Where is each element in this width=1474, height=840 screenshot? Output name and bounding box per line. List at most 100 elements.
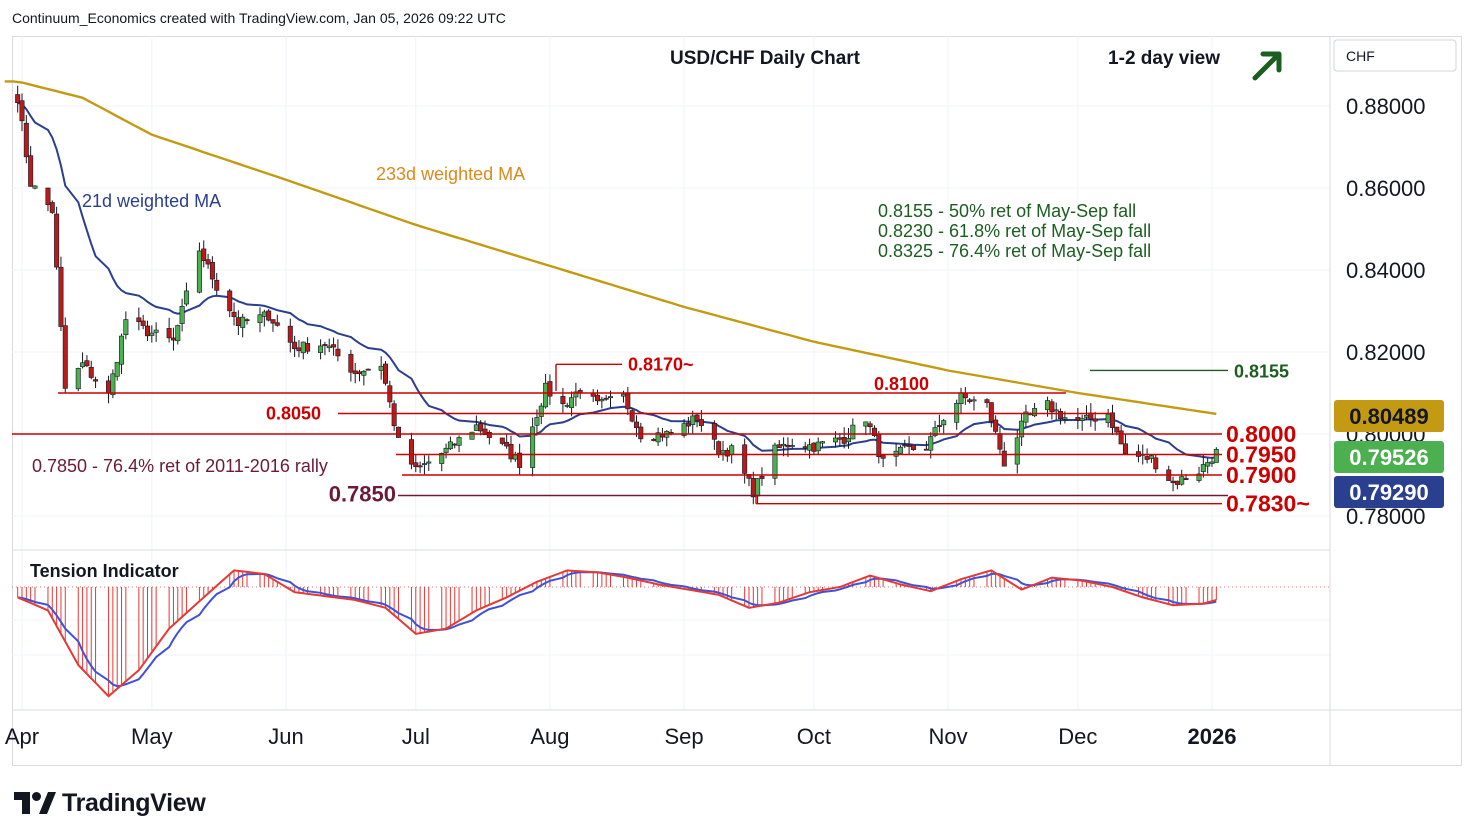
candle <box>28 146 34 187</box>
candle-body <box>841 437 847 444</box>
candle <box>482 420 488 436</box>
time-axis[interactable]: Apr May Jun Jul Aug Sep Oct Nov Dec 2026 <box>5 724 1237 749</box>
last-price-tag: 0.79526 <box>1334 441 1444 473</box>
view-label: 1-2 day view <box>1108 48 1220 69</box>
candle-body <box>244 319 250 322</box>
candle <box>270 319 276 332</box>
candle <box>871 425 877 438</box>
candle-body <box>391 403 397 427</box>
candle-body <box>785 444 791 448</box>
candle-body <box>716 441 722 456</box>
candle <box>625 386 631 415</box>
candle-body <box>378 365 384 371</box>
ma233-annotation: 233d weighted MA <box>376 164 525 184</box>
candle <box>499 437 505 446</box>
candle <box>322 341 328 356</box>
tradingview-logo-icon <box>14 792 56 814</box>
currency-box[interactable] <box>1333 39 1457 72</box>
candle <box>84 355 90 368</box>
candle-body <box>958 392 964 405</box>
candle-body <box>1122 443 1128 455</box>
candle <box>486 430 492 445</box>
level-label-0.7850: 0.7850 <box>329 482 396 507</box>
tradingview-logo[interactable]: TradingView <box>14 788 206 818</box>
candle <box>408 432 414 470</box>
candle-body <box>923 448 929 451</box>
candle-body <box>469 431 475 440</box>
candle <box>1122 433 1128 455</box>
candle <box>452 443 458 449</box>
candle-body <box>482 428 488 436</box>
candle-body <box>54 213 60 268</box>
candle <box>382 361 388 386</box>
candle-body <box>305 343 311 352</box>
candle-body <box>651 439 657 441</box>
candle-body <box>205 259 211 265</box>
candle-body <box>820 441 826 444</box>
candle-body <box>603 397 609 400</box>
candle <box>110 369 116 399</box>
price-tick-label: 0.78000 <box>1346 504 1426 529</box>
candle-body <box>997 433 1003 450</box>
candle <box>651 438 657 442</box>
candle-body <box>292 341 298 350</box>
candle-body <box>49 202 55 213</box>
candle <box>292 335 298 358</box>
candle-body <box>608 396 614 399</box>
candle <box>326 338 332 353</box>
candle-body <box>941 420 947 426</box>
candle-body <box>781 443 787 447</box>
candle <box>781 437 787 457</box>
candle-body <box>201 248 207 261</box>
candle <box>807 438 813 459</box>
candle <box>93 376 99 389</box>
candle-body <box>867 423 873 428</box>
candle-body <box>261 311 267 317</box>
candle-body <box>361 371 367 376</box>
candle <box>1174 480 1180 490</box>
candle-body <box>1049 401 1055 413</box>
candle-body <box>452 443 458 446</box>
candle <box>214 272 220 296</box>
candle <box>1049 399 1055 420</box>
candle <box>910 444 916 451</box>
candle <box>123 311 129 340</box>
candle-body <box>893 450 899 457</box>
candle-body <box>1105 413 1111 424</box>
candle-body <box>897 446 903 454</box>
candle-body <box>170 337 176 341</box>
level-label-0.8050: 0.8050 <box>266 404 321 424</box>
candle-body <box>1179 476 1185 485</box>
candle-body <box>352 370 358 374</box>
candle-body <box>149 332 155 336</box>
candle <box>1144 448 1150 464</box>
candle-body <box>357 371 363 374</box>
candle <box>15 85 21 113</box>
candle-body <box>382 363 388 384</box>
candle-body <box>742 444 748 474</box>
fib-annotation-2: 0.8230 - 61.8% ret of May-Sep fall <box>878 221 1151 241</box>
candle <box>1092 411 1098 431</box>
candle <box>413 454 419 473</box>
candle-body <box>512 454 518 460</box>
candle <box>114 361 120 381</box>
candle-body <box>123 319 129 335</box>
candle <box>331 337 337 356</box>
candle <box>897 445 903 454</box>
level-label-0.8155: 0.8155 <box>1234 361 1289 381</box>
candle <box>750 471 756 505</box>
candle <box>504 434 510 449</box>
candle <box>599 396 605 409</box>
candle <box>508 435 514 463</box>
candle-body <box>560 396 566 405</box>
candle-body <box>508 444 514 460</box>
candle <box>201 240 207 268</box>
candle-body <box>1001 450 1007 467</box>
last-price-tag-bg <box>1334 441 1444 473</box>
level-label-0.7830: 0.7830~ <box>1226 491 1310 517</box>
candle-body <box>1075 417 1081 421</box>
candle <box>716 440 722 459</box>
candle <box>694 413 700 428</box>
candle <box>846 428 852 449</box>
